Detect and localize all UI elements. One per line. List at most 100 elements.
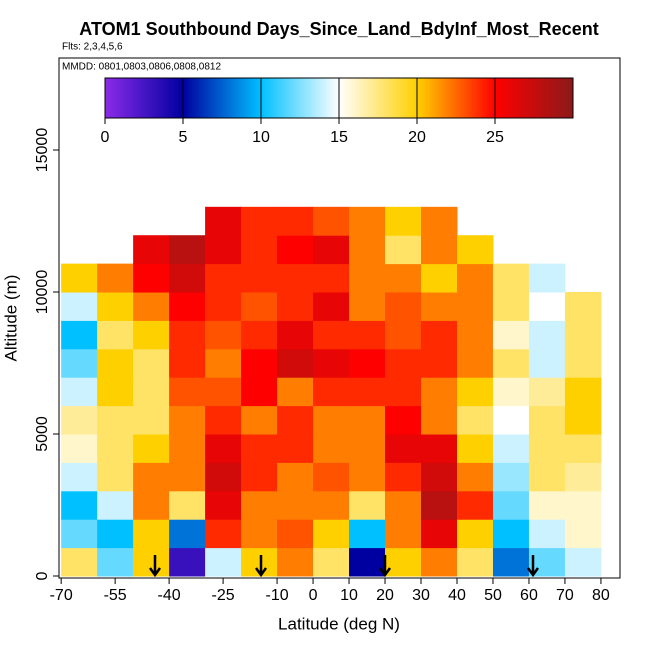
heatmap-cell <box>456 519 494 549</box>
heatmap-cell <box>492 519 530 549</box>
heatmap-cell <box>564 377 602 407</box>
heatmap-cell <box>456 292 494 321</box>
heatmap-cell <box>205 263 242 293</box>
heatmap-cell <box>277 462 314 492</box>
heatmap-cell <box>97 263 134 293</box>
x-tick-label: -25 <box>212 587 235 604</box>
heatmap-cell <box>277 235 314 265</box>
x-tick-label: -55 <box>104 587 127 604</box>
heatmap-cell <box>61 292 98 321</box>
heatmap-cell <box>385 348 422 378</box>
heatmap-cell <box>277 490 314 520</box>
heatmap-cell <box>61 405 98 435</box>
heatmap-cell <box>492 348 530 378</box>
heatmap-cell <box>61 462 98 492</box>
x-tick-label: 70 <box>556 587 574 604</box>
heatmap-cell <box>313 405 350 435</box>
heatmap-cell <box>205 292 242 321</box>
heatmap-cell <box>277 320 314 350</box>
x-tick-label: 0 <box>309 587 318 604</box>
heatmap-cell <box>421 490 458 520</box>
heatmap-cell <box>97 405 134 435</box>
heatmap-cell <box>133 377 170 407</box>
heatmap-cell <box>313 320 350 350</box>
chart-title: ATOM1 Southbound Days_Since_Land_BdyInf_… <box>79 19 598 39</box>
heatmap-cell <box>385 490 422 520</box>
heatmap-cell <box>241 206 278 236</box>
heatmap-cell <box>241 263 278 293</box>
heatmap-cell <box>205 235 242 265</box>
heatmap-cell <box>349 320 386 350</box>
heatmap-cell <box>97 519 134 549</box>
plot-frame <box>58 57 621 579</box>
heatmap-cell <box>421 434 458 463</box>
heatmap-cell <box>205 462 242 492</box>
heatmap-cell <box>564 320 602 350</box>
heatmap-cell <box>313 292 350 321</box>
heatmap-cell <box>564 519 602 549</box>
heatmap-cell <box>421 547 458 577</box>
heatmap-cell <box>241 462 278 492</box>
heatmap-cell <box>133 405 170 435</box>
heatmap-cell <box>564 405 602 435</box>
heatmap-cell <box>133 235 170 265</box>
heatmap-cell <box>133 519 170 549</box>
heatmap-cell <box>421 405 458 435</box>
heatmap-cell <box>133 348 170 378</box>
heatmap-cell <box>421 263 458 293</box>
heatmap-cell <box>456 263 494 293</box>
heatmap-cell <box>349 490 386 520</box>
heatmap-cell <box>385 263 422 293</box>
heatmap-cell <box>349 377 386 407</box>
heatmap-cell <box>492 263 530 293</box>
colorbar-tick-label: 10 <box>252 129 270 146</box>
heatmap-cell <box>385 320 422 350</box>
y-tick-label: 5000 <box>34 416 51 452</box>
heatmap-cell <box>421 519 458 549</box>
heatmap-cell <box>528 292 566 321</box>
heatmap-cell <box>421 235 458 265</box>
heatmap-cell <box>349 206 386 236</box>
heatmap-cell <box>528 519 566 549</box>
colorbar-tick-label: 20 <box>408 129 426 146</box>
heatmap-cell <box>169 348 206 378</box>
heatmap-cell <box>492 490 530 520</box>
heatmap-cell <box>205 320 242 350</box>
colorbar-tick-label: 15 <box>330 129 348 146</box>
heatmap-cell <box>492 547 530 577</box>
heatmap-cell <box>385 462 422 492</box>
subtitle: Flts: 2,3,4,5,6 <box>62 42 123 53</box>
y-tick-label: 15000 <box>34 128 51 173</box>
heatmap-cell <box>241 348 278 378</box>
x-tick-label: -10 <box>266 587 289 604</box>
heatmap-cell <box>528 490 566 520</box>
heatmap-cell <box>169 462 206 492</box>
heatmap-cell <box>349 348 386 378</box>
heatmap-cell <box>349 263 386 293</box>
heatmap-cell <box>313 462 350 492</box>
heatmap-cell <box>492 405 530 435</box>
heatmap-cell <box>564 434 602 463</box>
heatmap-cell <box>61 263 98 293</box>
heatmap-cell <box>385 235 422 265</box>
heatmap-cell <box>528 405 566 435</box>
heatmap-cell <box>241 235 278 265</box>
heatmap-cell <box>277 206 314 236</box>
heatmap-cell <box>97 490 134 520</box>
heatmap-cell <box>205 405 242 435</box>
colorbar-tick-label: 0 <box>101 129 110 146</box>
colorbar-tick-label: 25 <box>486 129 504 146</box>
heatmap-cell <box>564 547 602 577</box>
heatmap-cell <box>349 235 386 265</box>
heatmap-cell <box>528 377 566 407</box>
heatmap-cell <box>97 320 134 350</box>
heatmap-cell <box>61 519 98 549</box>
heatmap-cell <box>385 377 422 407</box>
heatmap-cell <box>61 320 98 350</box>
heatmap-cell <box>277 434 314 463</box>
heatmap-cell <box>205 348 242 378</box>
heatmap-cell <box>169 490 206 520</box>
heatmap-cell <box>61 348 98 378</box>
heatmap-cell <box>385 405 422 435</box>
